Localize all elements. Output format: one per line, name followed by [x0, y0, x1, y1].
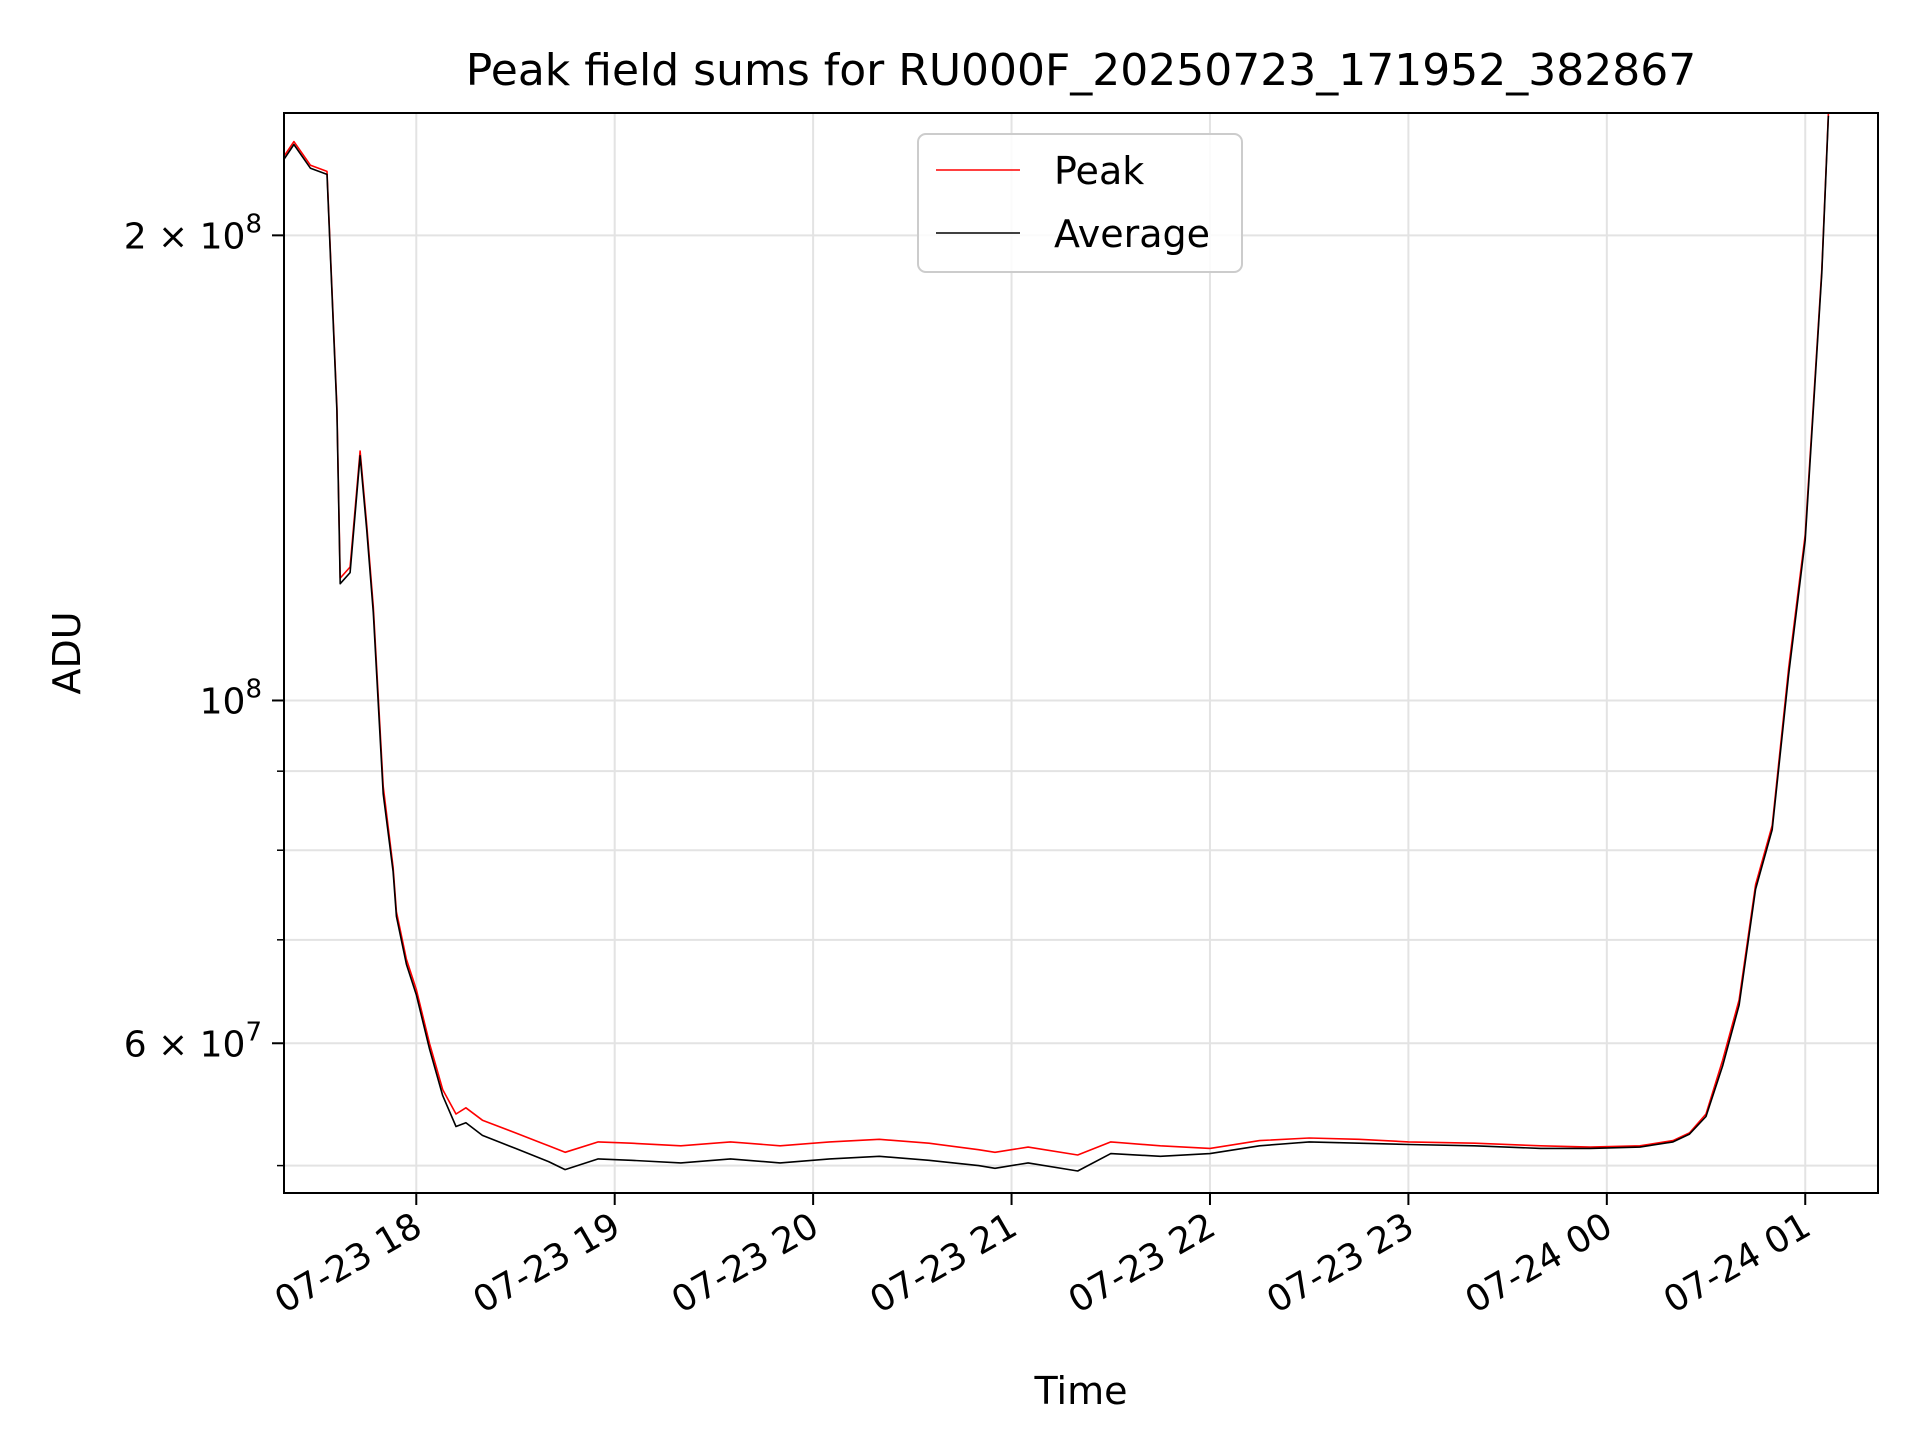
y-tick-label: 6 × 107 [124, 1017, 262, 1065]
legend-label-peak: Peak [1054, 149, 1144, 193]
legend-label-average: Average [1054, 212, 1210, 256]
plot-frame [283, 112, 1879, 1194]
plot-series [284, 113, 1830, 1172]
y-tick-label: 108 [200, 674, 262, 722]
y-tick-label: 2 × 108 [124, 209, 262, 257]
chart-title: Peak field sums for RU000F_20250723_1719… [466, 45, 1696, 96]
y-axis-label: ADU [45, 611, 89, 694]
legend: Peak Average [917, 133, 1243, 273]
x-axis-label: Time [1034, 1369, 1128, 1413]
legend-box [917, 133, 1243, 273]
series-line-average [284, 115, 1830, 1172]
grid [284, 113, 1878, 1193]
